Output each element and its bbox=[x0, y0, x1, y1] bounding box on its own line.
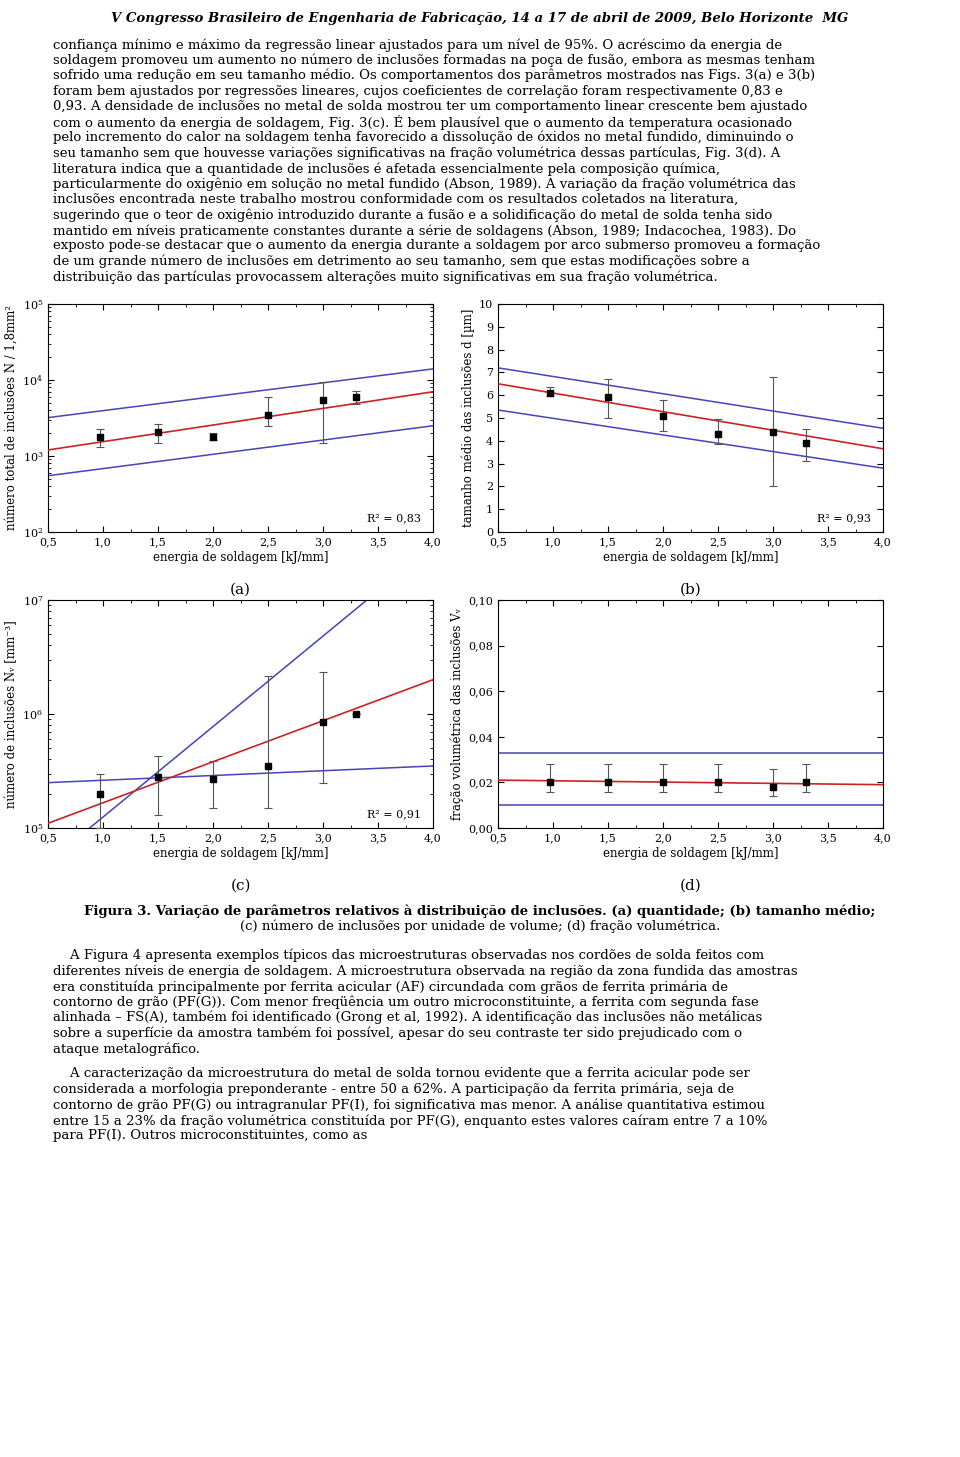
Text: entre 15 a 23% da fração volumétrica constituída por PF(G), enquanto estes valor: entre 15 a 23% da fração volumétrica con… bbox=[53, 1115, 767, 1128]
Text: contorno de grão (PF(G)). Com menor freqüência um outro microconstituinte, a fer: contorno de grão (PF(G)). Com menor freq… bbox=[53, 995, 758, 1010]
Text: mantido em níveis praticamente constantes durante a série de soldagens (Abson, 1: mantido em níveis praticamente constante… bbox=[53, 224, 796, 237]
Text: contorno de grão PF(G) ou intragranular PF(I), foi significativa mas menor. A an: contorno de grão PF(G) ou intragranular … bbox=[53, 1099, 765, 1112]
Text: era constituída principalmente por ferrita acicular (AF) circundada com grãos de: era constituída principalmente por ferri… bbox=[53, 981, 728, 994]
Text: R² = 0,93: R² = 0,93 bbox=[818, 513, 872, 523]
X-axis label: energia de soldagem [kJ/mm]: energia de soldagem [kJ/mm] bbox=[603, 847, 779, 860]
Text: R² = 0,83: R² = 0,83 bbox=[368, 513, 421, 523]
Text: sofrido uma redução em seu tamanho médio. Os comportamentos dos parâmetros mostr: sofrido uma redução em seu tamanho médio… bbox=[53, 68, 815, 83]
Text: confiança mínimo e máximo da regressão linear ajustados para um nível de 95%. O : confiança mínimo e máximo da regressão l… bbox=[53, 38, 782, 51]
Text: exposto pode-se destacar que o aumento da energia durante a soldagem por arco su: exposto pode-se destacar que o aumento d… bbox=[53, 239, 820, 252]
Text: 0,93. A densidade de inclusões no metal de solda mostrou ter um comportamento li: 0,93. A densidade de inclusões no metal … bbox=[53, 101, 807, 114]
Text: (b): (b) bbox=[680, 583, 702, 596]
Text: A caracterização da microestrutura do metal de solda tornou evidente que a ferri: A caracterização da microestrutura do me… bbox=[53, 1068, 750, 1081]
Y-axis label: fração volumétrica das inclusões Vᵥ: fração volumétrica das inclusões Vᵥ bbox=[450, 608, 464, 820]
Text: (d): (d) bbox=[680, 879, 702, 892]
Text: V Congresso Brasileiro de Engenharia de Fabricação, 14 a 17 de abril de 2009, Be: V Congresso Brasileiro de Engenharia de … bbox=[111, 12, 849, 25]
Y-axis label: número total de inclusões N / 1,8mm²: número total de inclusões N / 1,8mm² bbox=[5, 306, 18, 530]
Text: ataque metalográfico.: ataque metalográfico. bbox=[53, 1042, 200, 1055]
Text: considerada a morfologia preponderante - entre 50 a 62%. A participação da ferri: considerada a morfologia preponderante -… bbox=[53, 1083, 733, 1097]
Text: sobre a superfície da amostra também foi possível, apesar do seu contraste ter s: sobre a superfície da amostra também foi… bbox=[53, 1027, 742, 1040]
Y-axis label: número de inclusões Nᵥ [mm⁻³]: número de inclusões Nᵥ [mm⁻³] bbox=[5, 621, 18, 807]
Text: alinhada – FS(A), também foi identificado (Grong et al, 1992). A identificação d: alinhada – FS(A), também foi identificad… bbox=[53, 1011, 762, 1024]
Text: seu tamanho sem que houvesse variações significativas na fração volumétrica dess: seu tamanho sem que houvesse variações s… bbox=[53, 147, 780, 160]
Text: Figura 3. Variação de parâmetros relativos à distribuição de inclusões. (a) quan: Figura 3. Variação de parâmetros relativ… bbox=[84, 903, 876, 918]
Text: diferentes níveis de energia de soldagem. A microestrutura observada na região d: diferentes níveis de energia de soldagem… bbox=[53, 965, 798, 978]
X-axis label: energia de soldagem [kJ/mm]: energia de soldagem [kJ/mm] bbox=[603, 551, 779, 564]
Text: particularmente do oxigênio em solução no metal fundido (Abson, 1989). A variaçã: particularmente do oxigênio em solução n… bbox=[53, 178, 796, 191]
Text: para PF(I). Outros microconstituintes, como as: para PF(I). Outros microconstituintes, c… bbox=[53, 1129, 367, 1142]
X-axis label: energia de soldagem [kJ/mm]: energia de soldagem [kJ/mm] bbox=[153, 847, 328, 860]
Text: (c): (c) bbox=[230, 879, 251, 892]
Text: sugerindo que o teor de oxigênio introduzido durante a fusão e a solidificação d: sugerindo que o teor de oxigênio introdu… bbox=[53, 208, 772, 221]
Y-axis label: tamanho médio das inclusões d [µm]: tamanho médio das inclusões d [µm] bbox=[461, 309, 475, 527]
Text: (c) número de inclusões por unidade de volume; (d) fração volumétrica.: (c) número de inclusões por unidade de v… bbox=[240, 919, 720, 932]
X-axis label: energia de soldagem [kJ/mm]: energia de soldagem [kJ/mm] bbox=[153, 551, 328, 564]
Text: (a): (a) bbox=[230, 583, 251, 596]
Text: com o aumento da energia de soldagem, Fig. 3(c). É bem plausível que o aumento d: com o aumento da energia de soldagem, Fi… bbox=[53, 115, 792, 131]
Text: pelo incremento do calor na soldagem tenha favorecido a dissolução de óxidos no : pelo incremento do calor na soldagem ten… bbox=[53, 131, 793, 144]
Text: de um grande número de inclusões em detrimento ao seu tamanho, sem que estas mod: de um grande número de inclusões em detr… bbox=[53, 255, 750, 268]
Text: soldagem promoveu um aumento no número de inclusões formadas na poça de fusão, e: soldagem promoveu um aumento no número d… bbox=[53, 54, 815, 67]
Text: A Figura 4 apresenta exemplos típicos das microestruturas observadas nos cordões: A Figura 4 apresenta exemplos típicos da… bbox=[53, 949, 764, 963]
Text: inclusões encontrada neste trabalho mostrou conformidade com os resultados colet: inclusões encontrada neste trabalho most… bbox=[53, 192, 738, 205]
Text: foram bem ajustados por regressões lineares, cujos coeficientes de correlação fo: foram bem ajustados por regressões linea… bbox=[53, 85, 782, 98]
Text: distribuição das partículas provocassem alterações muito significativas em sua f: distribuição das partículas provocassem … bbox=[53, 271, 717, 284]
Text: R² = 0,91: R² = 0,91 bbox=[368, 809, 421, 819]
Text: literatura indica que a quantidade de inclusões é afetada essencialmente pela co: literatura indica que a quantidade de in… bbox=[53, 162, 720, 175]
